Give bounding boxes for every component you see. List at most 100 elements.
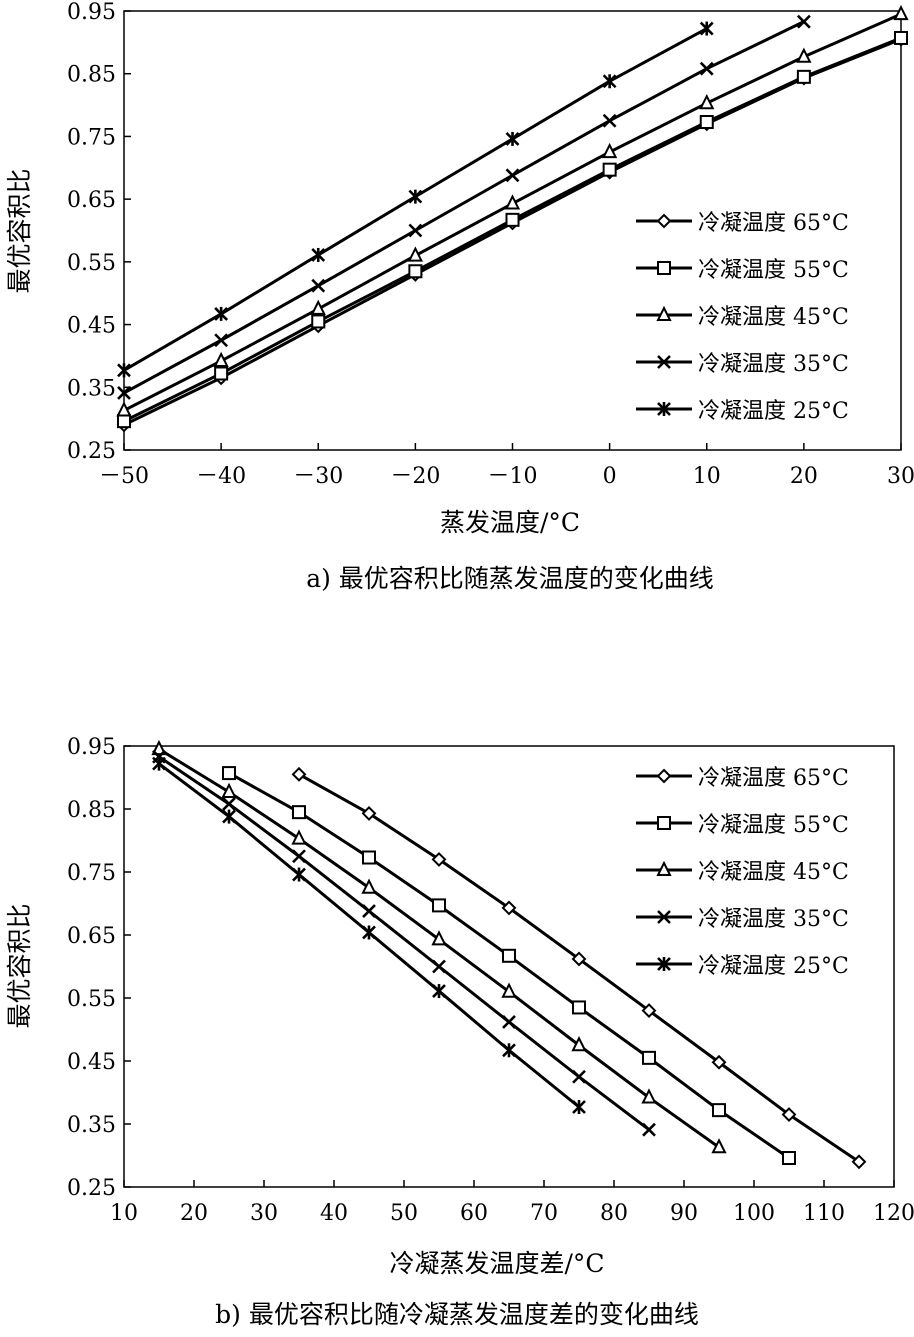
data-point <box>502 1043 516 1058</box>
y-tick-label: 0.55 <box>67 251 116 276</box>
x-tick-label: 40 <box>320 1201 348 1226</box>
y-tick-label: 0.95 <box>67 0 116 25</box>
data-point <box>408 189 423 204</box>
x-ticks-a: －50 －40 －30 －20 －10 0 10 20 30 <box>99 443 914 489</box>
x-tick-label: 50 <box>390 1201 418 1226</box>
data-point <box>572 1000 586 1015</box>
series-x <box>117 14 811 400</box>
legend-marker <box>657 355 671 369</box>
data-point <box>796 69 811 84</box>
data-point <box>642 1122 656 1137</box>
data-point <box>641 1088 657 1104</box>
series-b <box>151 739 867 1170</box>
legend-marker <box>657 816 671 830</box>
data-point <box>641 1003 657 1019</box>
x-tick-label: 10 <box>110 1201 138 1226</box>
y-tick-label: 0.55 <box>67 987 116 1012</box>
y-tick-label: 0.85 <box>67 798 116 823</box>
series-a <box>116 4 909 433</box>
data-point <box>214 306 229 321</box>
x-tick-label: 0 <box>603 464 617 489</box>
data-point <box>699 115 714 130</box>
x-tick-label: －40 <box>196 464 246 489</box>
y-tick-label: 0.75 <box>67 861 116 886</box>
x-tick-label: 90 <box>670 1201 698 1226</box>
legend-b: 冷凝温度 65°C 冷凝温度 55°C 冷凝温度 45°C 冷凝温度 35°C 冷凝温度… <box>636 766 849 979</box>
data-point <box>152 756 166 771</box>
data-point <box>432 959 446 974</box>
legend-marker <box>657 910 671 924</box>
y-axis-label-b: 最优容积比 <box>5 903 34 1028</box>
x-tick-label: 60 <box>460 1201 488 1226</box>
x-tick-label: －20 <box>390 464 440 489</box>
y-tick-label: 0.95 <box>67 735 116 760</box>
data-point <box>505 212 520 227</box>
legend-label: 冷凝温度 55°C <box>698 813 849 838</box>
y-tick-label: 0.45 <box>67 1050 116 1075</box>
data-point <box>505 168 520 183</box>
x-tick-label: 120 <box>873 1201 914 1226</box>
y-tick-label: 0.75 <box>67 125 116 150</box>
legend-marker <box>656 213 672 229</box>
data-point <box>642 1050 656 1065</box>
legend-label: 冷凝温度 65°C <box>698 211 849 236</box>
data-point <box>502 948 516 963</box>
series-star <box>117 21 714 378</box>
legend-label: 冷凝温度 35°C <box>698 352 849 377</box>
legend-item: 冷凝温度 55°C <box>636 258 849 283</box>
y-tick-label: 0.85 <box>67 63 116 88</box>
legend-item: 冷凝温度 65°C <box>636 766 849 791</box>
x-axis-label-b: 冷凝蒸发温度差/°C <box>389 1249 604 1278</box>
y-tick-label: 0.45 <box>67 314 116 339</box>
series-line <box>158 755 650 1131</box>
y-tick-label: 0.65 <box>67 188 116 213</box>
data-point <box>361 878 377 894</box>
data-point <box>117 414 131 429</box>
series-triangle <box>151 739 727 1154</box>
data-point <box>699 21 714 36</box>
x-tick-label: 10 <box>693 464 721 489</box>
data-point <box>501 982 517 998</box>
chart-b: 0.25 0.35 0.45 0.55 0.65 0.75 0.85 0.95 10 20 30 4… <box>5 735 914 1329</box>
data-point <box>431 930 447 946</box>
data-point <box>407 246 423 262</box>
y-ticks-a: 0.25 0.35 0.45 0.55 0.65 0.75 0.85 0.95 <box>67 0 131 464</box>
plot-frame-b <box>123 745 895 1188</box>
legend-item: 冷凝温度 45°C <box>636 305 849 330</box>
data-point <box>711 1054 727 1070</box>
data-point <box>711 1138 727 1154</box>
data-point <box>221 782 237 798</box>
y-ticks-b: 0.25 0.35 0.45 0.55 0.65 0.75 0.85 0.95 <box>67 735 131 1201</box>
x-tick-label: －10 <box>488 464 538 489</box>
data-point <box>504 194 521 210</box>
legend-item: 冷凝温度 25°C <box>636 954 849 979</box>
legend-a: 冷凝温度 65°C 冷凝温度 55°C 冷凝温度 45°C 冷凝温度 35°C 冷凝温度… <box>636 211 849 424</box>
legend-item: 冷凝温度 25°C <box>636 399 849 424</box>
legend-marker <box>657 261 671 275</box>
data-point <box>214 333 229 348</box>
data-point <box>782 1151 796 1166</box>
x-tick-label: 100 <box>733 1201 775 1226</box>
data-point <box>408 223 423 238</box>
data-point <box>362 925 376 940</box>
series-line <box>123 20 805 395</box>
data-point <box>501 900 517 916</box>
data-point <box>432 984 446 999</box>
y-tick-label: 0.25 <box>67 439 116 464</box>
x-tick-label: －30 <box>293 464 343 489</box>
data-point <box>117 363 131 378</box>
data-point <box>362 904 376 918</box>
y-tick-label: 0.35 <box>67 1113 116 1138</box>
x-ticks-b: 10 20 30 40 50 60 70 80 90 100 110 120 <box>110 1180 914 1226</box>
data-point <box>292 849 306 864</box>
legend-label: 冷凝温度 65°C <box>698 766 849 791</box>
x-tick-label: 20 <box>180 1201 208 1226</box>
legend-label: 冷凝温度 45°C <box>698 305 849 330</box>
series-square <box>222 766 796 1166</box>
chart-a: 0.250.350.450.550.650.750.850.95 －50 －40 －… <box>5 0 914 593</box>
data-point <box>292 867 306 882</box>
data-point <box>894 30 908 45</box>
data-point <box>361 805 377 821</box>
data-point <box>117 386 131 400</box>
data-point <box>311 314 326 329</box>
